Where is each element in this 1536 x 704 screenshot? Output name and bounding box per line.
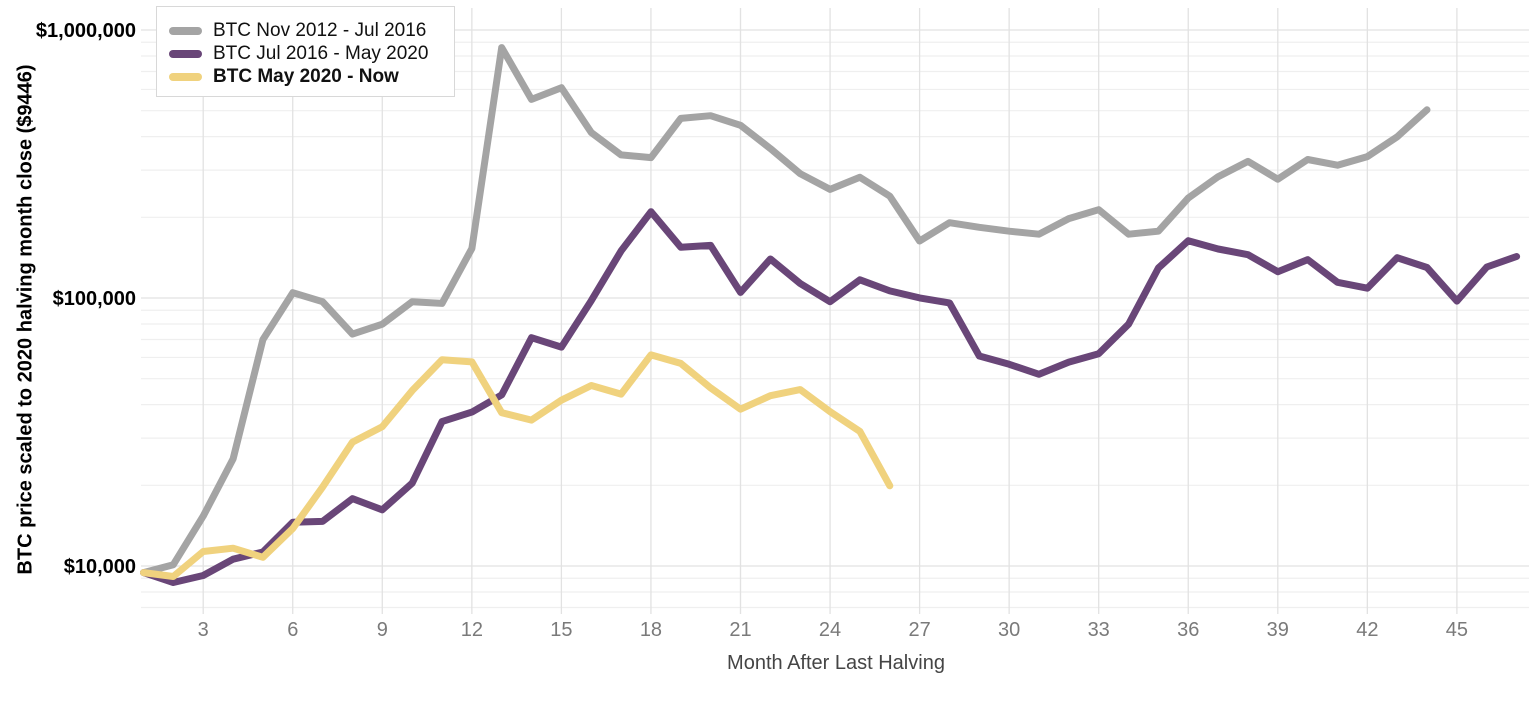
- legend-item-2016-cycle: BTC Jul 2016 - May 2020: [169, 42, 428, 65]
- x-tick-label: 12: [461, 619, 483, 641]
- x-tick-label: 6: [287, 619, 298, 641]
- x-tick-label: 27: [908, 619, 930, 641]
- x-tick-label: 39: [1267, 619, 1289, 641]
- x-tick-label: 30: [998, 619, 1020, 641]
- x-axis-title: Month After Last Halving: [727, 652, 945, 674]
- series-lines: [140, 44, 1521, 586]
- x-tick-label: 9: [377, 619, 388, 641]
- y-tick-label: $100,000: [53, 288, 136, 310]
- series-line-0: [140, 44, 1431, 577]
- y-tick-label: $1,000,000: [36, 20, 136, 42]
- y-axis-tick-labels: $10,000 $100,000 $1,000,000: [36, 20, 136, 578]
- major-gridlines: [141, 8, 1529, 614]
- legend-item-2012-cycle: BTC Nov 2012 - Jul 2016: [169, 19, 428, 42]
- x-tick-label: 33: [1088, 619, 1110, 641]
- x-tick-label: 24: [819, 619, 841, 641]
- legend-label-2020-cycle: BTC May 2020 - Now: [213, 66, 399, 87]
- y-tick-label: $10,000: [64, 556, 136, 578]
- legend-item-2020-cycle: BTC May 2020 - Now: [169, 65, 428, 88]
- series-line-2: [140, 351, 894, 580]
- legend-swatch-2012-cycle: [169, 26, 202, 35]
- series-line-1: [140, 208, 1521, 586]
- x-tick-label: 36: [1177, 619, 1199, 641]
- legend-swatch-2016-cycle: [169, 49, 202, 58]
- legend: BTC Nov 2012 - Jul 2016 BTC Jul 2016 - M…: [156, 6, 456, 97]
- x-axis-tick-labels: 3 6 9 12 15 18 21 24 27 30 33 36 39 42 45: [198, 619, 1468, 641]
- legend-swatch-2020-cycle: [169, 72, 202, 81]
- y-axis-title: BTC price scaled to 2020 halving month c…: [14, 64, 37, 575]
- x-tick-label: 45: [1446, 619, 1468, 641]
- x-tick-label: 42: [1356, 619, 1378, 641]
- x-tick-label: 21: [729, 619, 751, 641]
- x-tick-label: 3: [198, 619, 209, 641]
- legend-label-2016-cycle: BTC Jul 2016 - May 2020: [213, 43, 429, 64]
- legend-label-2012-cycle: BTC Nov 2012 - Jul 2016: [213, 20, 427, 41]
- minor-gridlines: [141, 41, 1529, 609]
- x-tick-label: 18: [640, 619, 662, 641]
- x-tick-label: 15: [550, 619, 572, 641]
